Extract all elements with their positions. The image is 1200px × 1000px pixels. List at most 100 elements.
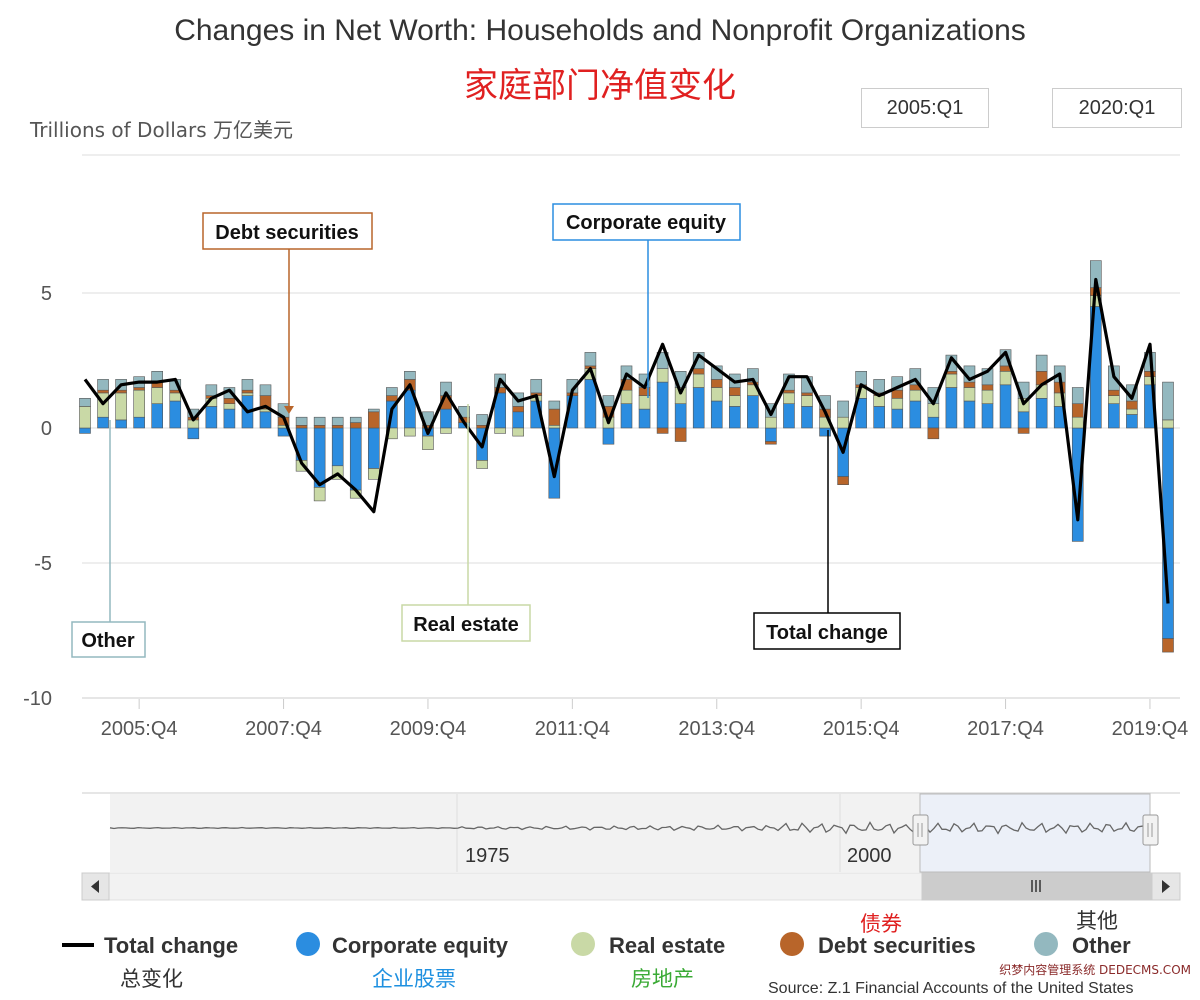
bar-realestate: [476, 460, 488, 469]
bar-other: [530, 379, 543, 394]
bar-other: [331, 416, 344, 426]
bar-equity: [79, 427, 91, 434]
bar-realestate: [1071, 416, 1084, 429]
bar-debt: [1108, 389, 1120, 396]
legend-item-other[interactable]: Other: [1034, 932, 1131, 959]
bar-debt: [692, 368, 705, 375]
navigator-left-handle[interactable]: [912, 814, 929, 846]
total-change-line-layer: [83, 277, 1170, 604]
bar-debt: [891, 389, 904, 399]
bar-equity: [1126, 414, 1138, 429]
bar-other: [404, 370, 416, 380]
bar-debt: [963, 381, 976, 388]
bar-debt: [783, 389, 795, 394]
bar-equity: [747, 395, 759, 429]
bar-equity: [115, 419, 127, 429]
bar-equity: [169, 400, 182, 429]
x-tick-label: 2007:Q4: [245, 718, 322, 740]
bar-other: [783, 373, 795, 391]
chevron-left-icon: [91, 880, 99, 893]
navigator-right-handle[interactable]: [1142, 814, 1159, 846]
legend-cn-other: 其他: [1076, 909, 1118, 933]
source-note: Source: Z.1 Financial Accounts of the Un…: [768, 980, 1134, 997]
debt-callout-box: [202, 212, 373, 250]
bar-other: [205, 384, 218, 396]
bar-realestate: [169, 392, 182, 402]
other-dot-icon: [1034, 932, 1058, 957]
legend-item-total[interactable]: Total change: [62, 933, 238, 959]
total-callout-label: Total change: [766, 622, 888, 644]
legend-item-equity[interactable]: Corporate equity: [296, 932, 508, 959]
bar-realestate: [801, 395, 813, 407]
bar-equity: [97, 416, 109, 429]
equity-callout-box: [552, 203, 741, 241]
bar-equity: [1108, 403, 1120, 429]
bar-realestate: [367, 468, 380, 480]
bar-realestate: [981, 389, 994, 405]
bar-other: [295, 416, 308, 426]
bar-realestate: [548, 424, 561, 429]
bar-equity: [765, 427, 777, 442]
realestate-dot-icon: [571, 932, 595, 957]
bar-realestate: [909, 389, 922, 402]
bar-realestate: [223, 403, 236, 410]
bar-equity: [981, 403, 994, 429]
range-end-input[interactable]: 2020:Q1: [1052, 88, 1182, 128]
bar-equity: [909, 400, 922, 429]
bar-realestate: [692, 373, 705, 388]
navigator-label-1975: 1975: [465, 845, 510, 867]
range-start-input[interactable]: 2005:Q1: [861, 88, 989, 128]
x-tick-label: 2015:Q4: [823, 718, 900, 740]
bar-realestate: [963, 387, 976, 402]
bar-other: [1071, 387, 1084, 405]
bar-debt: [801, 392, 813, 396]
debt-dot-icon: [780, 932, 804, 957]
legend-item-debt[interactable]: Debt securities: [780, 932, 976, 959]
y-tick-label: 0: [41, 418, 52, 440]
scroll-left-button[interactable]: [81, 872, 110, 901]
bar-debt: [313, 424, 326, 429]
x-axis-ticks: 2005:Q4 2007:Q4 2009:Q4 2011:Q4 2013:Q4 2015:…: [101, 699, 1188, 740]
bar-equity: [819, 427, 831, 437]
chevron-right-icon: [1162, 880, 1170, 893]
bar-realestate: [783, 392, 795, 404]
total-callout-box: [753, 612, 901, 650]
total-line-icon: [62, 943, 94, 948]
realestate-callout-box: [401, 604, 531, 642]
bar-realestate: [765, 416, 777, 429]
bar-realestate: [313, 487, 326, 502]
legend-label-total: Total change: [104, 933, 239, 958]
legend-item-realestate[interactable]: Real estate: [571, 932, 726, 959]
bar-equity: [873, 406, 886, 429]
bar-other: [765, 403, 777, 418]
navigator-scrollbar-thumb[interactable]: [921, 872, 1152, 901]
bar-other: [349, 416, 362, 423]
bar-other: [97, 379, 109, 391]
bar-realestate: [945, 373, 958, 388]
bar-debt: [1144, 370, 1156, 377]
bar-debt: [133, 387, 145, 391]
bar-equity: [963, 400, 976, 429]
bar-equity: [367, 427, 380, 469]
bar-realestate: [837, 416, 849, 429]
bar-debt: [837, 476, 849, 486]
bar-other: [837, 400, 849, 418]
bar-debt: [1017, 427, 1030, 434]
bar-equity: [205, 406, 218, 429]
total-change-line: [83, 277, 1170, 604]
bar-debt: [386, 395, 398, 402]
legend-label-other: Other: [1072, 933, 1131, 958]
bar-realestate: [512, 427, 525, 437]
y-tick-label: 5: [41, 283, 52, 305]
bar-debt: [656, 427, 669, 434]
legend-label-realestate: Real estate: [609, 933, 726, 958]
bar-equity: [133, 416, 145, 429]
bar-debt: [548, 408, 561, 426]
realestate-callout-label: Real estate: [413, 614, 519, 636]
bar-realestate: [1126, 408, 1138, 415]
scroll-right-button[interactable]: [1151, 872, 1181, 901]
y-axis-ticks: 5 0 -5 -10: [23, 283, 52, 710]
bar-equity: [1035, 397, 1048, 429]
range-navigator[interactable]: 1975 2000: [81, 792, 1181, 901]
